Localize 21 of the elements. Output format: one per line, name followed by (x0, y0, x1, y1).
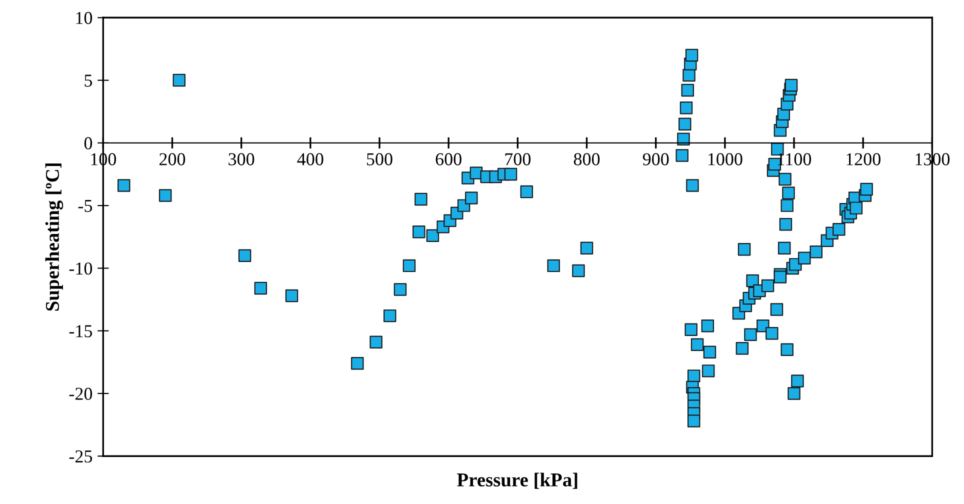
x-tick-label: 800 (574, 153, 600, 166)
y-tick-label: -10 (69, 262, 92, 275)
x-tick-label: 1200 (846, 153, 880, 166)
x-axis-title: Pressure [kPa] (457, 472, 578, 489)
y-tick-label: 0 (84, 137, 92, 150)
x-tick-label: 600 (436, 153, 462, 166)
x-tick-label: 1000 (708, 153, 742, 166)
y-tick-label: -20 (69, 388, 92, 400)
x-tick-label: 400 (297, 153, 324, 166)
y-tick-label: 10 (76, 12, 92, 24)
x-tick-label: 900 (642, 153, 669, 166)
x-tick-label: 300 (228, 153, 254, 166)
x-tick-label: 1100 (778, 153, 812, 166)
y-tick-label: -15 (69, 325, 92, 338)
x-tick-label: 200 (159, 153, 186, 166)
y-tick-label: -5 (78, 200, 92, 212)
y-tick-label: 5 (84, 74, 92, 87)
y-tick-label: -25 (69, 450, 92, 463)
x-tick-label: 700 (505, 153, 531, 166)
y-axis-title: Superheating [ºC] (45, 164, 64, 311)
x-tick-label: 500 (367, 153, 392, 166)
